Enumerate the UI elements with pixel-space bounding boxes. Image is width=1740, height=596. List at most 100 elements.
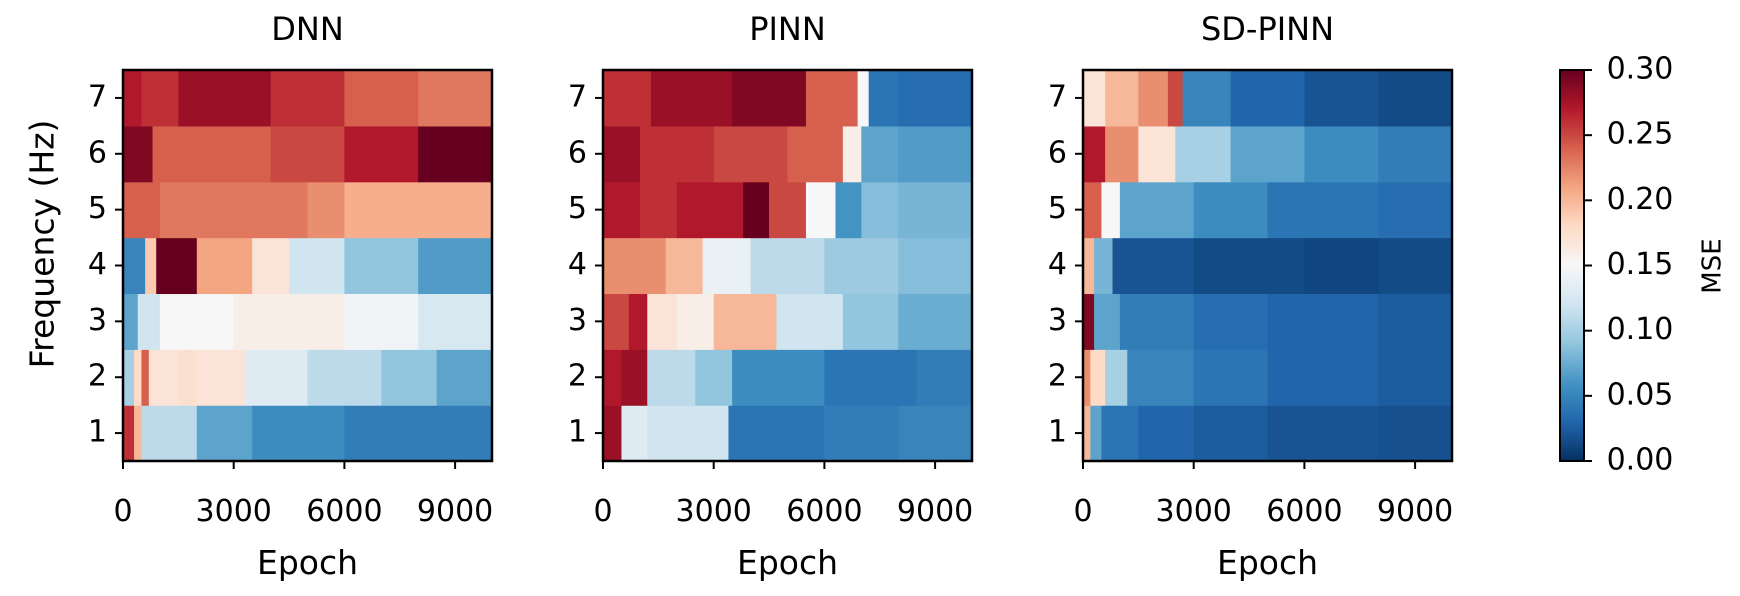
heatmap-cell — [159, 293, 235, 350]
y-tick-label: 7 — [1048, 79, 1067, 114]
colorbar-tick-label: 0.15 — [1607, 247, 1674, 282]
heatmap-cell — [868, 70, 899, 127]
heatmap-cell — [916, 349, 973, 406]
heatmap-panels: DNN 0 3000 6000 9000 1 2 3 4 5 6 7 Epoch PINN 0 3000 600… — [88, 10, 1453, 582]
heatmap-cell — [842, 293, 899, 350]
chart-title: DNN — [271, 10, 344, 48]
y-tick-label: 7 — [568, 79, 587, 114]
heatmap-cell — [603, 237, 634, 295]
y-tick-label: 7 — [88, 79, 107, 114]
heatmap-cell — [436, 405, 493, 462]
x-tick-label: 3000 — [1156, 494, 1232, 529]
heatmap-cell — [196, 405, 253, 462]
heatmap-cell — [344, 125, 419, 183]
heatmap-cell — [628, 293, 648, 350]
heatmap-cell — [1105, 349, 1128, 406]
heatmap-cell — [603, 70, 652, 127]
y-tick-label: 1 — [568, 415, 587, 450]
y-tick-label: 4 — [1048, 247, 1067, 282]
y-tick-label: 3 — [568, 303, 587, 338]
heatmap-cell — [603, 293, 630, 350]
y-tick-label: 1 — [88, 415, 107, 450]
heatmap-cell — [1105, 70, 1139, 127]
colorbar-tick-label: 0.05 — [1607, 377, 1674, 412]
heatmap-cell — [1094, 293, 1121, 350]
heatmap-cell — [1193, 293, 1269, 350]
heatmap-cell — [1090, 405, 1103, 462]
heatmap-cell — [148, 349, 179, 406]
colorbar-tick-label: 0.20 — [1607, 182, 1674, 217]
y-tick-label: 5 — [88, 191, 107, 226]
heatmap-cell — [676, 181, 744, 239]
heatmap-cell — [123, 405, 135, 462]
x-tick-label: 6000 — [306, 494, 382, 529]
heatmap-cell — [344, 70, 419, 127]
heatmap-cell — [1090, 349, 1106, 406]
x-tick-label: 9000 — [417, 494, 493, 529]
heatmap-cell — [824, 349, 918, 406]
heatmap-cell — [665, 237, 704, 295]
heatmap-cell — [713, 293, 778, 350]
heatmap-cell — [1083, 125, 1106, 183]
heatmap-cell — [732, 70, 807, 127]
heatmap-cell — [898, 70, 973, 127]
heatmap-cell — [639, 125, 715, 183]
x-axis-label: Epoch — [1217, 543, 1318, 582]
heatmap-cell — [1193, 237, 1305, 295]
heatmap-cell — [1127, 349, 1195, 406]
heatmap-cell — [1378, 237, 1453, 295]
heatmap-cell — [603, 125, 641, 183]
heatmap-cell — [824, 405, 899, 462]
heatmap-cell — [1378, 181, 1453, 239]
heatmap-cell — [647, 405, 730, 462]
heatmap-cell — [418, 125, 493, 183]
heatmap-cell — [244, 349, 309, 406]
heatmap-cell — [750, 237, 825, 295]
heatmap-cell — [137, 293, 161, 350]
heatmap-cell — [418, 70, 493, 127]
heatmap-cell — [1193, 181, 1269, 239]
chart-title: SD-PINN — [1201, 10, 1334, 48]
heatmap-cell — [732, 349, 825, 406]
heatmap-cell — [1182, 70, 1232, 127]
heatmap-cell — [1193, 349, 1269, 406]
y-axis-label: Frequency (Hz) — [23, 120, 62, 369]
heatmap-cell — [270, 125, 345, 183]
x-tick-label: 9000 — [1377, 494, 1453, 529]
heatmap-cell — [861, 181, 899, 239]
heatmap-cell — [270, 70, 345, 127]
heatmap-cell — [252, 237, 290, 295]
heatmap-panel-pinn: PINN 0 3000 6000 9000 1 2 3 4 5 6 7 Epoch — [568, 10, 973, 582]
y-tick-label: 6 — [568, 135, 587, 170]
heatmap-cell — [1378, 125, 1453, 183]
x-tick-label: 0 — [1073, 494, 1092, 529]
heatmap-cell — [252, 405, 345, 462]
heatmap-cell — [123, 293, 139, 350]
heatmap-panel-dnn: DNN 0 3000 6000 9000 1 2 3 4 5 6 7 Epoch — [88, 10, 493, 582]
x-tick-label: 6000 — [786, 494, 862, 529]
y-tick-label: 4 — [568, 247, 587, 282]
heatmap-cell — [123, 70, 143, 127]
heatmap-cell — [898, 181, 973, 239]
heatmap-cell — [418, 237, 493, 295]
colorbar-tick-label: 0.00 — [1607, 443, 1674, 478]
x-tick-label: 6000 — [1266, 494, 1342, 529]
heatmap-cell — [178, 349, 198, 406]
y-tick-label: 5 — [1048, 191, 1067, 226]
heatmap-cell — [307, 349, 382, 406]
heatmap-cell — [1378, 293, 1453, 350]
heatmap-cell — [289, 237, 345, 295]
chart-title: PINN — [749, 10, 826, 48]
heatmap-cell — [1267, 181, 1379, 239]
heatmap-cell — [1378, 349, 1453, 406]
heatmap-cell — [134, 349, 143, 406]
y-tick-label: 2 — [568, 359, 587, 394]
colorbar-label: MSE — [1698, 238, 1728, 293]
x-tick-label: 9000 — [897, 494, 973, 529]
heatmap-cell — [728, 405, 825, 462]
heatmap-cell — [418, 293, 493, 350]
heatmap-cell — [695, 349, 733, 406]
y-tick-label: 6 — [1048, 135, 1067, 170]
heatmap-cell — [1230, 125, 1305, 183]
heatmap-cell — [196, 349, 246, 406]
